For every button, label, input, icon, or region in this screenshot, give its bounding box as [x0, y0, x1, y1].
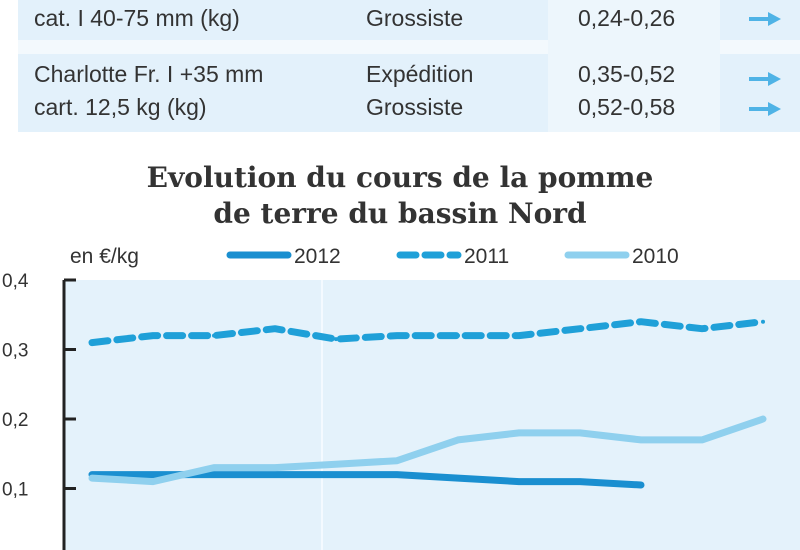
data-point: [395, 458, 399, 463]
price-cell: 0,35-0,52: [578, 61, 676, 87]
data-point: [151, 472, 155, 477]
y-axis-label: en €/kg: [70, 245, 139, 268]
price-table: cat. I 40-75 mm (kg) Grossiste 0,24-0,26…: [0, 0, 800, 132]
data-point: [456, 437, 460, 442]
y-tick-label: 0,4: [2, 271, 29, 292]
table-left-margin: [0, 0, 18, 132]
data-point: [517, 479, 521, 484]
series-line-2011: [88, 318, 767, 347]
data-point: [212, 472, 216, 477]
data-point: [639, 437, 643, 442]
data-point: [273, 472, 277, 477]
data-point: [456, 333, 460, 338]
data-point: [700, 437, 704, 442]
price-column-background: [548, 0, 720, 132]
data-point: [456, 476, 460, 481]
data-point: [761, 417, 765, 421]
data-point: [90, 476, 94, 481]
legend-label: 2012: [294, 245, 341, 268]
right-arrow-icon: [749, 72, 781, 86]
data-point: [151, 479, 155, 484]
data-point: [517, 333, 521, 338]
legend-label: 2011: [464, 245, 509, 268]
data-point: [334, 472, 338, 477]
y-tick-label: 0,3: [2, 341, 28, 362]
data-point: [395, 333, 399, 338]
stage-cell: Grossiste: [366, 5, 464, 31]
data-point: [639, 483, 643, 488]
series-line-2010: [88, 415, 767, 486]
y-tick-label: 0,2: [2, 410, 28, 431]
data-point: [212, 333, 216, 338]
data-point: [212, 465, 216, 470]
price-cell: 0,24-0,26: [578, 5, 676, 31]
y-tick-label: 0,1: [2, 480, 28, 501]
data-point: [517, 430, 521, 435]
right-arrow-icon: [749, 102, 781, 116]
data-point: [578, 430, 582, 435]
chart-title-line-1: Evolution du cours de la pomme: [146, 161, 654, 194]
data-point: [334, 337, 338, 342]
legend-label: 2010: [632, 245, 679, 268]
product-cell: cat. I 40-75 mm (kg): [34, 5, 240, 31]
price-cell: 0,52-0,58: [578, 94, 676, 120]
stage-cell: Grossiste: [366, 94, 464, 120]
product-cell: Charlotte Fr. I +35 mm: [34, 61, 264, 87]
data-point: [639, 319, 643, 324]
data-point: [273, 465, 277, 470]
data-point: [761, 319, 765, 324]
plot-area: [64, 280, 800, 550]
data-point: [334, 462, 338, 467]
chart-title-line-2: de terre du bassin Nord: [213, 197, 587, 230]
data-point: [578, 479, 582, 484]
data-point: [395, 472, 399, 477]
data-point: [90, 340, 94, 345]
stage-cell: Expédition: [366, 61, 474, 87]
product-cell: cart. 12,5 kg (kg): [34, 94, 207, 120]
data-point: [273, 326, 277, 331]
data-point: [578, 326, 582, 331]
data-point: [700, 326, 704, 331]
right-arrow-icon: [749, 12, 781, 26]
data-point: [151, 333, 155, 338]
